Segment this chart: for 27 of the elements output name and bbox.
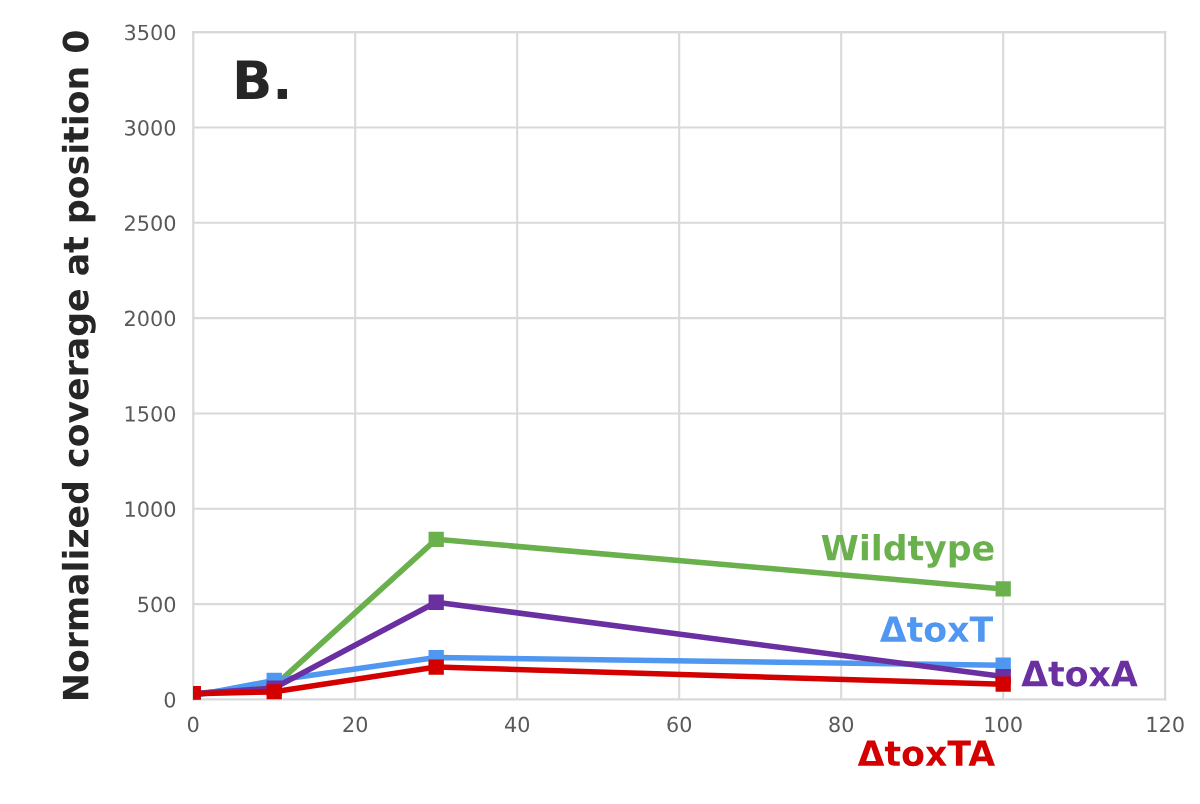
y-tick-label: 3000 (125, 119, 176, 136)
point (995, 676, 1011, 692)
x-tick-label: 120 (1147, 716, 1184, 733)
point (428, 531, 444, 547)
x-tick-label: 60 (667, 716, 692, 733)
series-label: Wildtype (821, 533, 994, 568)
x-tick-label: 20 (343, 716, 368, 733)
annotation: B. (236, 60, 287, 99)
x-tick-label: 0 (187, 716, 199, 733)
point (428, 659, 444, 675)
y-tick-label: 1500 (125, 405, 176, 422)
x-tick-label: 100 (985, 716, 1022, 733)
point (995, 581, 1011, 597)
series-label: ΔtoxTA (857, 740, 996, 767)
series-label: ΔtoxT (879, 616, 994, 643)
y-tick-label: 2000 (125, 310, 176, 327)
x-tick-label: 80 (829, 716, 854, 733)
y-axis-title: Normalized coverage at position 0 (61, 31, 96, 699)
point (266, 684, 282, 700)
x-tick-label: 40 (504, 716, 530, 733)
y-tick-label: 1000 (125, 501, 176, 518)
y-tick-label: 0 (164, 691, 176, 708)
y-tick-label: 3500 (125, 24, 176, 41)
y-tick-label: 2500 (125, 215, 176, 232)
y-tick-label: 500 (138, 596, 176, 613)
series-label: ΔtoxA (1021, 660, 1138, 687)
point (428, 594, 444, 610)
